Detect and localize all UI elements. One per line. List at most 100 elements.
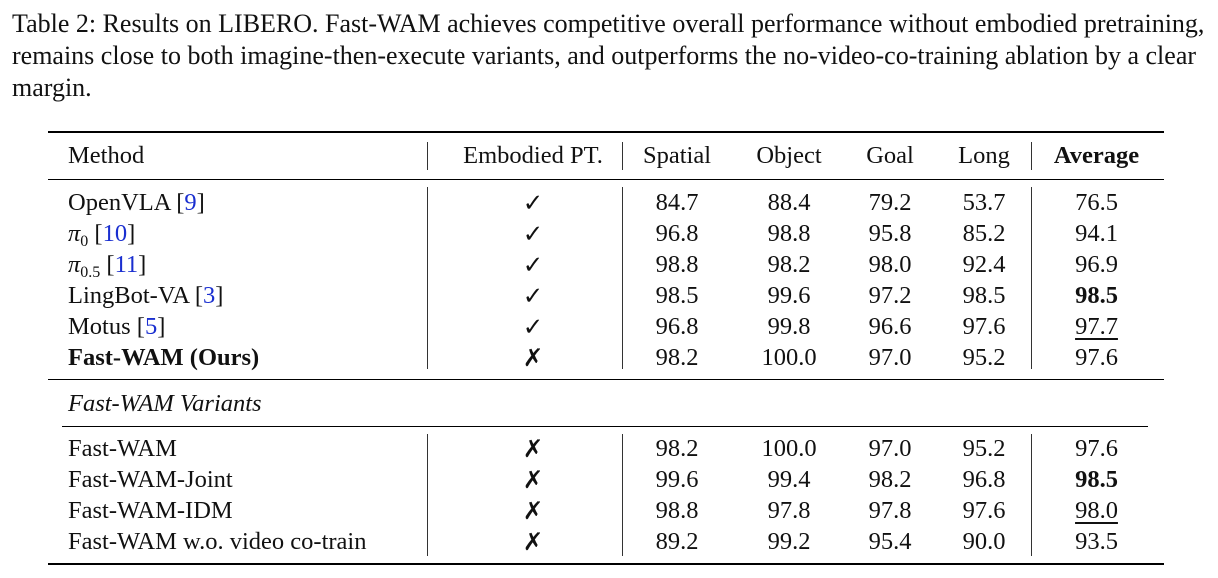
goal-value: 97.2 [868,282,912,309]
average-value: 97.6 [1075,435,1118,462]
cross-icon: ✗ [522,527,544,556]
header-spatial: Spatial [642,142,712,169]
section-label: Fast-WAM Variants [68,390,262,417]
column-separator [622,142,623,170]
spatial-value: 98.5 [655,282,699,309]
column-separator [427,434,428,556]
column-separator [1031,434,1032,556]
variant-header-rule [62,426,1148,427]
top-rule [48,131,1164,133]
long-value: 97.6 [962,497,1006,524]
check-icon: ✓ [522,250,544,279]
goal-value: 79.2 [868,189,912,216]
header-object: Object [756,142,822,169]
spatial-value: 84.7 [655,189,699,216]
object-value: 88.4 [767,189,811,216]
method-name: π0 [10] [68,220,136,250]
object-value: 99.2 [767,528,811,555]
average-value-second: 98.0 [1075,497,1118,524]
citation-link[interactable]: 9 [184,189,197,216]
method-name: LingBot-VA [3] [68,282,224,309]
section-rule [48,379,1164,380]
column-separator [427,142,428,170]
table-row: OpenVLA [9] ✓ 84.7 88.4 79.2 53.7 76.5 [48,187,1164,218]
table-row: Fast-WAM ✗ 98.2 100.0 97.0 95.2 97.6 [48,433,1164,464]
average-value: 93.5 [1075,528,1118,555]
header-row: Method Embodied PT. Spatial Object Goal … [48,140,1164,171]
average-value: 76.5 [1075,189,1118,216]
header-goal: Goal [866,142,914,169]
table-caption: Table 2: Results on LIBERO. Fast-WAM ach… [12,9,1205,102]
object-value: 98.2 [767,251,811,278]
object-value: 99.6 [767,282,811,309]
long-value: 53.7 [962,189,1006,216]
long-value: 98.5 [962,282,1006,309]
column-separator [1031,187,1032,369]
table-row: Fast-WAM (Ours) ✗ 98.2 100.0 97.0 95.2 9… [48,342,1164,373]
header-embodied: Embodied PT. [463,142,603,169]
average-value: 96.9 [1075,251,1118,278]
object-value: 98.8 [767,220,811,247]
method-name-ours: Fast-WAM (Ours) [68,344,260,371]
check-icon: ✓ [522,219,544,248]
object-value: 99.4 [767,466,811,493]
citation-link[interactable]: 10 [102,220,128,247]
average-value-second: 97.7 [1075,313,1118,340]
table-row: Fast-WAM-Joint ✗ 99.6 99.4 98.2 96.8 98.… [48,464,1164,495]
column-separator [427,187,428,369]
column-separator [1031,142,1032,170]
method-name: Fast-WAM-Joint [68,466,233,493]
spatial-value: 99.6 [655,466,699,493]
header-long: Long [958,142,1010,169]
goal-value: 97.0 [868,344,912,371]
spatial-value: 98.8 [655,251,699,278]
spatial-value: 96.8 [655,313,699,340]
spatial-value: 98.2 [655,435,699,462]
spatial-value: 89.2 [655,528,699,555]
goal-value: 95.8 [868,220,912,247]
check-icon: ✓ [522,312,544,341]
citation-link[interactable]: 5 [144,313,158,340]
cross-icon: ✗ [522,465,544,494]
long-value: 96.8 [962,466,1006,493]
table-row: π0 [10] ✓ 96.8 98.8 95.8 85.2 94.1 [48,218,1164,250]
average-value-best: 98.5 [1075,466,1118,493]
check-icon: ✓ [522,281,544,310]
citation-link[interactable]: 3 [203,282,216,309]
spatial-value: 96.8 [655,220,699,247]
method-name: Fast-WAM-IDM [68,497,233,524]
long-value: 95.2 [962,435,1006,462]
citation-link[interactable]: 11 [114,251,139,278]
spatial-value: 98.8 [655,497,699,524]
header-method: Method [68,142,145,169]
object-value: 100.0 [761,435,817,462]
table-row: LingBot-VA [3] ✓ 98.5 99.6 97.2 98.5 98.… [48,280,1164,311]
spatial-value: 98.2 [655,344,699,371]
long-value: 85.2 [962,220,1006,247]
object-value: 100.0 [761,344,817,371]
cross-icon: ✗ [522,434,544,463]
header-average: Average [1053,142,1140,169]
bottom-rule [48,563,1164,565]
object-value: 99.8 [767,313,811,340]
goal-value: 98.0 [868,251,912,278]
goal-value: 97.8 [868,497,912,524]
method-name: π0.5 [11] [68,251,147,281]
goal-value: 95.4 [868,528,912,555]
goal-value: 97.0 [868,435,912,462]
goal-value: 98.2 [868,466,912,493]
section-row: Fast-WAM Variants [48,388,1164,419]
long-value: 92.4 [962,251,1006,278]
column-separator [622,434,623,556]
goal-value: 96.6 [868,313,912,340]
cross-icon: ✗ [522,496,544,525]
table-row: π0.5 [11] ✓ 98.8 98.2 98.0 92.4 96.9 [48,249,1164,281]
column-separator [622,187,623,369]
table-row: Motus [5] ✓ 96.8 99.8 96.6 97.6 97.7 [48,311,1164,342]
average-value-best: 98.5 [1075,282,1118,309]
check-icon: ✓ [522,188,544,217]
method-name: OpenVLA [9] [68,189,205,216]
method-name: Fast-WAM w.o. video co-train [68,528,367,555]
header-rule [48,179,1164,180]
cross-icon: ✗ [522,343,544,372]
